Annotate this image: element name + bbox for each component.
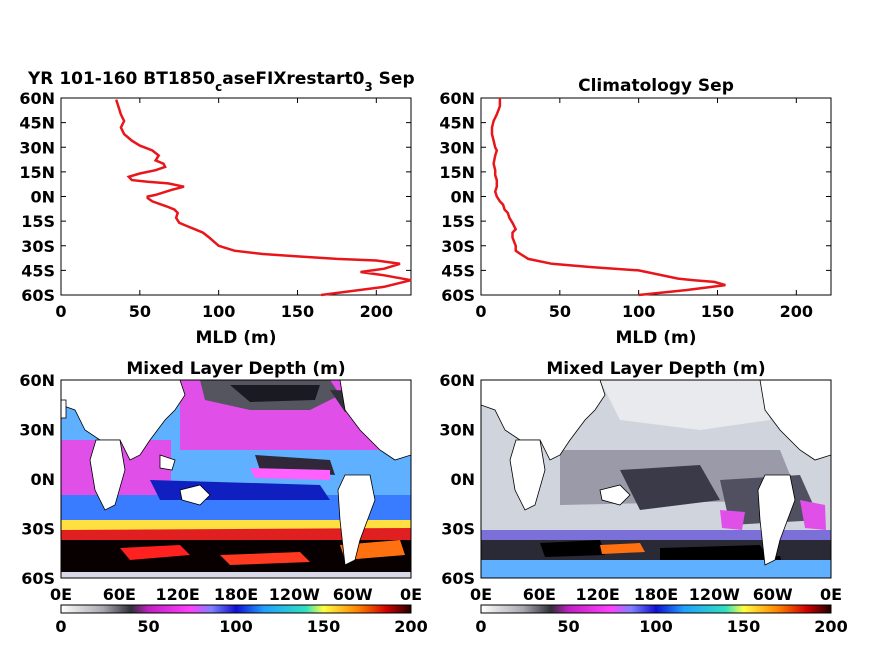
x-tick-labels: 0 50 100 150 200 <box>475 302 813 321</box>
continents <box>60 379 412 566</box>
continents <box>480 379 832 566</box>
lon-tick-label: 60W <box>753 585 793 604</box>
lat-tick-label: 0N <box>450 470 475 489</box>
map-panel-climatology: Mixed Layer Depth (m) 60N 30N 0N 30S 60S <box>439 359 847 636</box>
colorbar-tick-label: 50 <box>137 617 159 636</box>
x-tick-label: 200 <box>780 302 813 321</box>
lat-tick-label: 60S <box>441 569 475 588</box>
map-panel-model: Mixed Layer Depth (m) <box>19 359 427 636</box>
x-axis-label: MLD (m) <box>195 328 276 348</box>
lat-tick-label: 30S <box>21 520 55 539</box>
y-tick-label: 30N <box>439 138 475 157</box>
lon-tick-label: 60E <box>523 585 556 604</box>
lon-tick-label: 180E <box>214 585 258 604</box>
x-tick-label: 50 <box>549 302 571 321</box>
tick-marks <box>60 97 411 296</box>
lat-tick-label: 30N <box>19 421 55 440</box>
x-tick-label: 200 <box>360 302 393 321</box>
x-tick-label: 100 <box>202 302 235 321</box>
lat-tick-label: 60N <box>439 371 475 390</box>
lon-tick-label: 120E <box>576 585 620 604</box>
mld-profile-line <box>115 99 412 297</box>
map-title: Mixed Layer Depth (m) <box>126 359 345 379</box>
chart-title: YR 101-160 BT1850caseFIXrestart03 Sep <box>27 69 415 94</box>
lat-tick-label: 60S <box>21 569 55 588</box>
lon-tick-label: 120W <box>689 585 740 604</box>
y-tick-label: 60N <box>439 89 475 108</box>
x-tick-labels: 0 50 100 150 200 <box>55 302 393 321</box>
colorbar-tick-label: 100 <box>639 617 672 636</box>
y-tick-label: 45N <box>19 114 55 133</box>
colorbar-tick-label: 0 <box>475 617 486 636</box>
colorbar-tick-label: 0 <box>55 617 66 636</box>
lon-tick-label: 0E <box>400 585 422 604</box>
y-tick-label: 15S <box>441 212 475 231</box>
lon-tick-label: 0E <box>820 585 842 604</box>
plot-frame <box>60 97 412 296</box>
y-tick-label: 30N <box>19 138 55 157</box>
tick-marks <box>480 97 831 296</box>
colorbar-tick-labels: 0 50 100 150 200 <box>475 617 847 636</box>
y-tick-label: 60N <box>19 89 55 108</box>
y-tick-label: 30S <box>21 237 55 256</box>
lon-tick-label: 60W <box>333 585 373 604</box>
profile-panel-climatology: Climatology Sep 60N45N30N15N0N15S30S45S6… <box>439 76 832 348</box>
lat-tick-labels: 60N 30N 0N 30S 60S <box>19 371 55 588</box>
lat-tick-label: 30S <box>441 520 475 539</box>
y-tick-labels: 60N 45N 30N 15N 0N 15S 30S 45S 60S <box>19 89 55 305</box>
x-tick-label: 0 <box>475 302 486 321</box>
map-title: Mixed Layer Depth (m) <box>546 359 765 379</box>
colorbar-tick-labels: 0 50 100 150 200 <box>55 617 427 636</box>
lon-tick-label: 60E <box>103 585 136 604</box>
chart-title: Climatology Sep <box>578 76 734 96</box>
x-tick-label: 150 <box>281 302 314 321</box>
colorbar-tick-label: 50 <box>557 617 579 636</box>
map-frame <box>480 379 832 579</box>
x-axis-label: MLD (m) <box>615 328 696 348</box>
y-tick-label: 30S <box>441 237 475 256</box>
y-tick-label: 0N <box>450 188 475 207</box>
colorbar-tick-label: 150 <box>307 617 340 636</box>
lon-tick-label: 120W <box>269 585 320 604</box>
lon-tick-labels: 0E 60E 120E 180E 120W 60W 0E <box>50 585 422 604</box>
x-tick-label: 50 <box>129 302 151 321</box>
map-frame <box>60 379 412 579</box>
x-tick-label: 150 <box>701 302 734 321</box>
lon-tick-label: 180E <box>634 585 678 604</box>
colorbar <box>480 604 832 614</box>
lon-tick-label: 0E <box>50 585 72 604</box>
profile-panel-model: YR 101-160 BT1850caseFIXrestart03 Sep 60… <box>19 69 414 348</box>
plot-frame <box>480 97 832 296</box>
lat-tick-label: 60N <box>19 371 55 390</box>
y-tick-labels: 60N 45N 30N 15N 0N 15S 30S 45S 60S <box>439 89 475 305</box>
lon-tick-labels: 0E 60E 120E 180E 120W 60W 0E <box>470 585 842 604</box>
colorbar-tick-label: 200 <box>394 617 427 636</box>
lon-tick-label: 0E <box>470 585 492 604</box>
y-tick-label: 15N <box>439 163 475 182</box>
colorbar <box>60 604 412 614</box>
mld-profile-line <box>490 98 726 297</box>
y-tick-label: 0N <box>30 188 55 207</box>
x-tick-label: 100 <box>622 302 655 321</box>
y-tick-label: 45N <box>439 114 475 133</box>
y-tick-label: 15N <box>19 163 55 182</box>
lon-tick-label: 120E <box>156 585 200 604</box>
lat-tick-labels: 60N 30N 0N 30S 60S <box>439 371 475 588</box>
y-tick-label: 45S <box>441 261 475 280</box>
y-tick-label: 60S <box>441 286 475 305</box>
y-tick-label: 15S <box>21 212 55 231</box>
lat-tick-label: 0N <box>30 470 55 489</box>
colorbar-tick-label: 100 <box>219 617 252 636</box>
colorbar-tick-label: 200 <box>814 617 847 636</box>
y-tick-label: 60S <box>21 286 55 305</box>
colorbar-tick-label: 150 <box>727 617 760 636</box>
y-tick-label: 45S <box>21 261 55 280</box>
x-tick-label: 0 <box>55 302 66 321</box>
lat-tick-label: 30N <box>439 421 475 440</box>
